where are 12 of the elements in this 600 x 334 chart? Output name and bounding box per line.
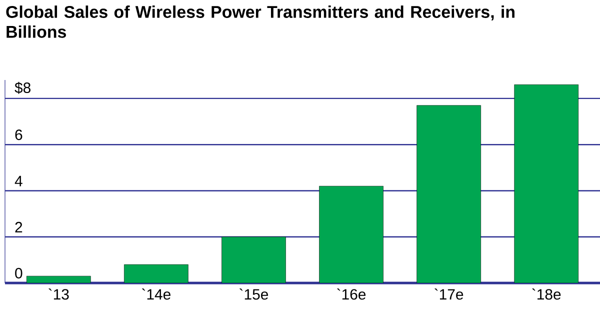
x-tick-label: `13 bbox=[48, 288, 69, 300]
x-tick-label: `15e bbox=[240, 288, 268, 300]
y-tick-label: $8 bbox=[14, 82, 30, 94]
y-tick-label: 4 bbox=[14, 176, 22, 186]
x-tick-label: `16e bbox=[337, 288, 366, 300]
x-tick-label: `14e bbox=[142, 288, 170, 300]
chart-title: Global Sales of Wireless Power Transmitters and Receivers, in Billions bbox=[6, 6, 514, 38]
y-tick-label: 0 bbox=[15, 268, 22, 278]
x-tick-label: `18e bbox=[532, 288, 561, 300]
y-tick-label: 2 bbox=[15, 222, 22, 232]
y-tick-label: 6 bbox=[15, 129, 22, 140]
x-tick-label: `17e bbox=[434, 288, 464, 300]
